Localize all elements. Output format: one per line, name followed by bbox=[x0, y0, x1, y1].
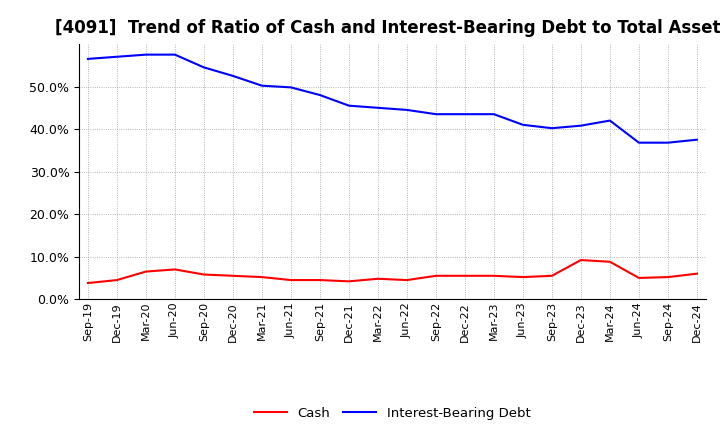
Cash bbox=[112, 278, 121, 283]
Interest-Bearing Debt bbox=[431, 111, 440, 117]
Interest-Bearing Debt bbox=[461, 111, 469, 117]
Interest-Bearing Debt bbox=[345, 103, 354, 108]
Interest-Bearing Debt bbox=[228, 73, 237, 78]
Cash bbox=[577, 257, 585, 263]
Cash bbox=[287, 278, 295, 283]
Cash bbox=[142, 269, 150, 274]
Cash bbox=[171, 267, 179, 272]
Interest-Bearing Debt bbox=[258, 83, 266, 88]
Cash bbox=[490, 273, 498, 279]
Cash bbox=[461, 273, 469, 279]
Interest-Bearing Debt bbox=[287, 85, 295, 90]
Cash bbox=[664, 275, 672, 280]
Interest-Bearing Debt bbox=[664, 140, 672, 145]
Cash bbox=[634, 275, 643, 281]
Cash bbox=[374, 276, 382, 282]
Interest-Bearing Debt bbox=[84, 56, 92, 62]
Cash bbox=[548, 273, 557, 279]
Interest-Bearing Debt bbox=[112, 54, 121, 59]
Cash bbox=[693, 271, 701, 276]
Line: Cash: Cash bbox=[88, 260, 697, 283]
Cash bbox=[228, 273, 237, 279]
Cash bbox=[258, 275, 266, 280]
Interest-Bearing Debt bbox=[199, 65, 208, 70]
Interest-Bearing Debt bbox=[577, 123, 585, 128]
Interest-Bearing Debt bbox=[142, 52, 150, 57]
Cash bbox=[84, 280, 92, 286]
Legend: Cash, Interest-Bearing Debt: Cash, Interest-Bearing Debt bbox=[248, 402, 536, 425]
Interest-Bearing Debt bbox=[402, 107, 411, 113]
Interest-Bearing Debt bbox=[315, 92, 324, 98]
Cash bbox=[199, 272, 208, 277]
Cash bbox=[315, 278, 324, 283]
Interest-Bearing Debt bbox=[490, 111, 498, 117]
Interest-Bearing Debt bbox=[548, 125, 557, 131]
Interest-Bearing Debt bbox=[171, 52, 179, 57]
Cash bbox=[606, 259, 614, 264]
Cash bbox=[431, 273, 440, 279]
Cash bbox=[402, 278, 411, 283]
Cash bbox=[345, 279, 354, 284]
Title: [4091]  Trend of Ratio of Cash and Interest-Bearing Debt to Total Assets: [4091] Trend of Ratio of Cash and Intere… bbox=[55, 19, 720, 37]
Interest-Bearing Debt bbox=[518, 122, 527, 128]
Cash bbox=[518, 275, 527, 280]
Interest-Bearing Debt bbox=[374, 105, 382, 110]
Line: Interest-Bearing Debt: Interest-Bearing Debt bbox=[88, 55, 697, 143]
Interest-Bearing Debt bbox=[634, 140, 643, 145]
Interest-Bearing Debt bbox=[693, 137, 701, 142]
Interest-Bearing Debt bbox=[606, 118, 614, 123]
